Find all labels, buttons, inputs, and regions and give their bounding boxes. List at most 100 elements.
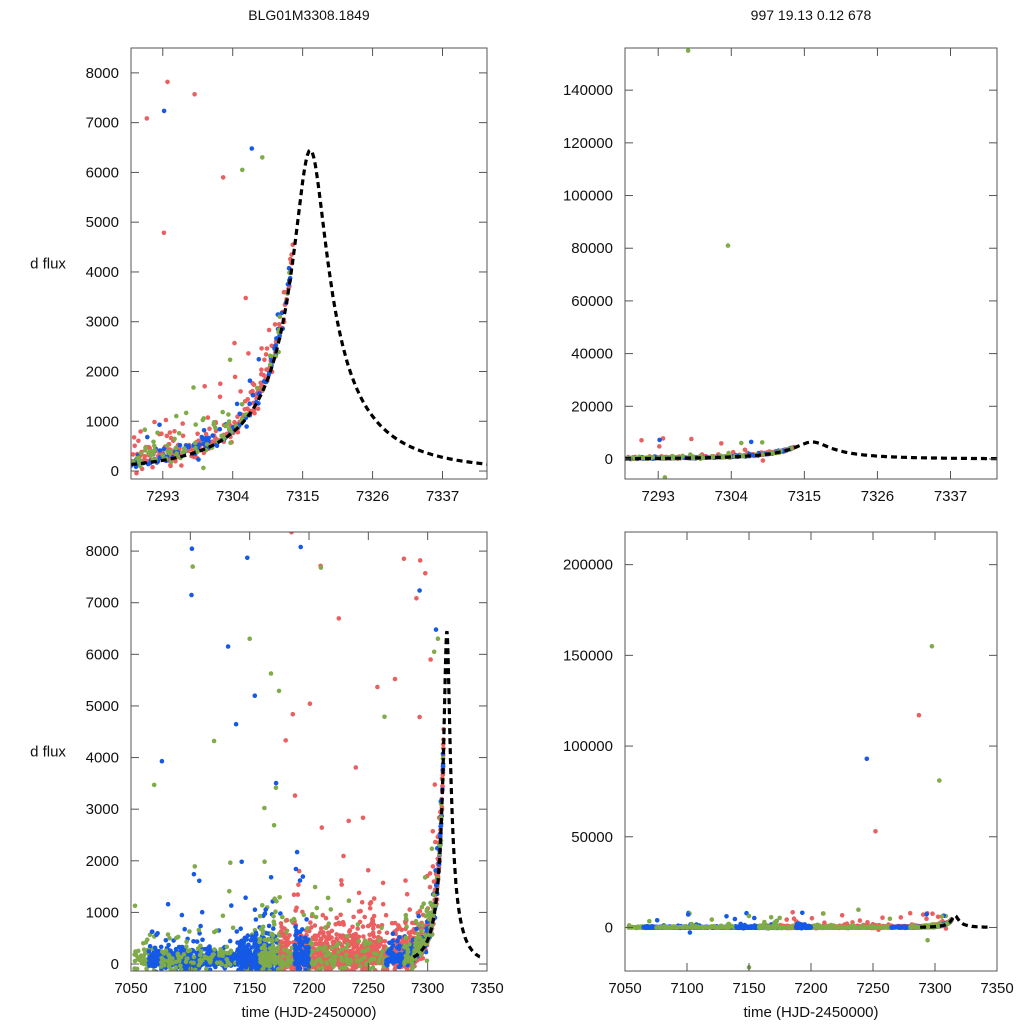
data-point-green — [362, 938, 368, 944]
data-point-blue — [198, 923, 203, 929]
data-point-green — [196, 927, 202, 933]
data-point-red — [235, 430, 241, 435]
data-point-green — [187, 929, 192, 934]
data-point-green — [421, 940, 426, 946]
y-tick-label: 100000 — [563, 188, 613, 205]
data-point-red — [346, 818, 352, 824]
data-point-blue — [390, 938, 395, 944]
data-point-red — [361, 934, 366, 939]
data-point-red — [384, 967, 390, 971]
data-point-blue — [687, 930, 693, 935]
data-point-blue — [243, 949, 248, 955]
data-point-green — [204, 955, 210, 961]
data-point-blue — [390, 959, 395, 964]
data-point-blue — [213, 964, 218, 970]
data-point-blue — [433, 883, 439, 888]
data-point-blue — [217, 426, 223, 432]
panel-title: BLG01M3308.1849 — [248, 7, 370, 23]
data-point-green — [759, 440, 765, 445]
x-tick-label: 7315 — [286, 488, 319, 505]
data-point-blue — [244, 937, 249, 942]
data-point-blue — [296, 944, 302, 950]
data-point-blue — [194, 950, 199, 956]
data-point-green — [217, 950, 222, 956]
data-point-green — [424, 958, 430, 964]
data-point-blue — [748, 439, 754, 445]
data-point-green — [276, 688, 282, 694]
data-point-blue — [244, 959, 249, 964]
data-point-red — [278, 940, 284, 946]
data-point-green — [141, 947, 147, 952]
data-point-red — [136, 438, 141, 444]
data-point-red — [319, 941, 324, 947]
data-point-blue — [194, 939, 200, 944]
data-point-green — [211, 420, 217, 425]
x-tick-label: 7250 — [352, 980, 385, 997]
data-point-green — [260, 931, 266, 936]
data-point-red — [307, 701, 313, 706]
data-point-blue — [147, 944, 153, 949]
data-point-red — [639, 438, 644, 443]
data-point-green — [219, 433, 224, 439]
data-point-red — [250, 388, 255, 394]
data-point-blue — [196, 457, 201, 462]
data-point-blue — [207, 967, 213, 971]
data-point-blue — [303, 955, 308, 960]
data-point-blue — [244, 424, 249, 429]
data-point-blue — [271, 968, 277, 971]
data-point-green — [277, 314, 283, 320]
data-point-green — [280, 969, 285, 971]
data-point-red — [245, 397, 250, 402]
data-point-red — [312, 933, 318, 939]
data-point-red — [401, 556, 407, 562]
data-point-green — [416, 922, 421, 927]
data-point-red — [264, 367, 269, 372]
y-tick-label: 2000 — [86, 853, 119, 870]
data-point-red — [381, 969, 386, 971]
data-point-green — [240, 167, 245, 173]
data-point-red — [340, 933, 346, 938]
data-point-red — [397, 925, 402, 930]
data-point-blue — [239, 966, 244, 971]
data-point-green — [254, 385, 260, 391]
data-point-red — [278, 921, 284, 926]
data-point-green — [266, 952, 271, 957]
data-point-blue — [252, 962, 257, 967]
data-point-red — [417, 908, 423, 914]
data-point-green — [263, 949, 268, 954]
data-point-green — [324, 948, 330, 954]
data-point-red — [657, 444, 662, 449]
data-point-green — [280, 914, 285, 920]
data-point-red — [427, 884, 433, 890]
data-point-blue — [189, 592, 194, 598]
data-point-red — [164, 433, 170, 439]
data-point-green — [167, 936, 172, 941]
data-point-red — [375, 924, 381, 929]
data-point-blue — [262, 911, 268, 916]
data-point-green — [195, 449, 200, 454]
data-point-red — [246, 351, 251, 356]
data-point-green — [285, 954, 291, 960]
data-point-red — [261, 372, 266, 378]
data-point-red — [150, 464, 155, 470]
data-point-green — [160, 949, 165, 954]
y-tick-label: 1000 — [86, 904, 119, 921]
data-point-blue — [154, 932, 159, 938]
y-tick-label: 1000 — [86, 413, 119, 430]
data-point-green — [328, 907, 334, 912]
data-point-red — [389, 920, 395, 926]
data-point-blue — [298, 951, 304, 957]
data-point-blue — [239, 938, 244, 944]
data-point-red — [326, 931, 332, 937]
data-point-green — [197, 952, 203, 958]
data-point-blue — [158, 944, 164, 950]
data-point-green — [315, 957, 321, 962]
data-point-red — [264, 346, 270, 351]
data-point-blue — [145, 434, 150, 440]
data-point-blue — [150, 964, 156, 969]
data-point-green — [148, 453, 154, 458]
data-point-green — [152, 443, 157, 449]
data-point-blue — [252, 907, 258, 912]
data-point-blue — [233, 721, 239, 727]
data-point-blue — [396, 964, 402, 970]
